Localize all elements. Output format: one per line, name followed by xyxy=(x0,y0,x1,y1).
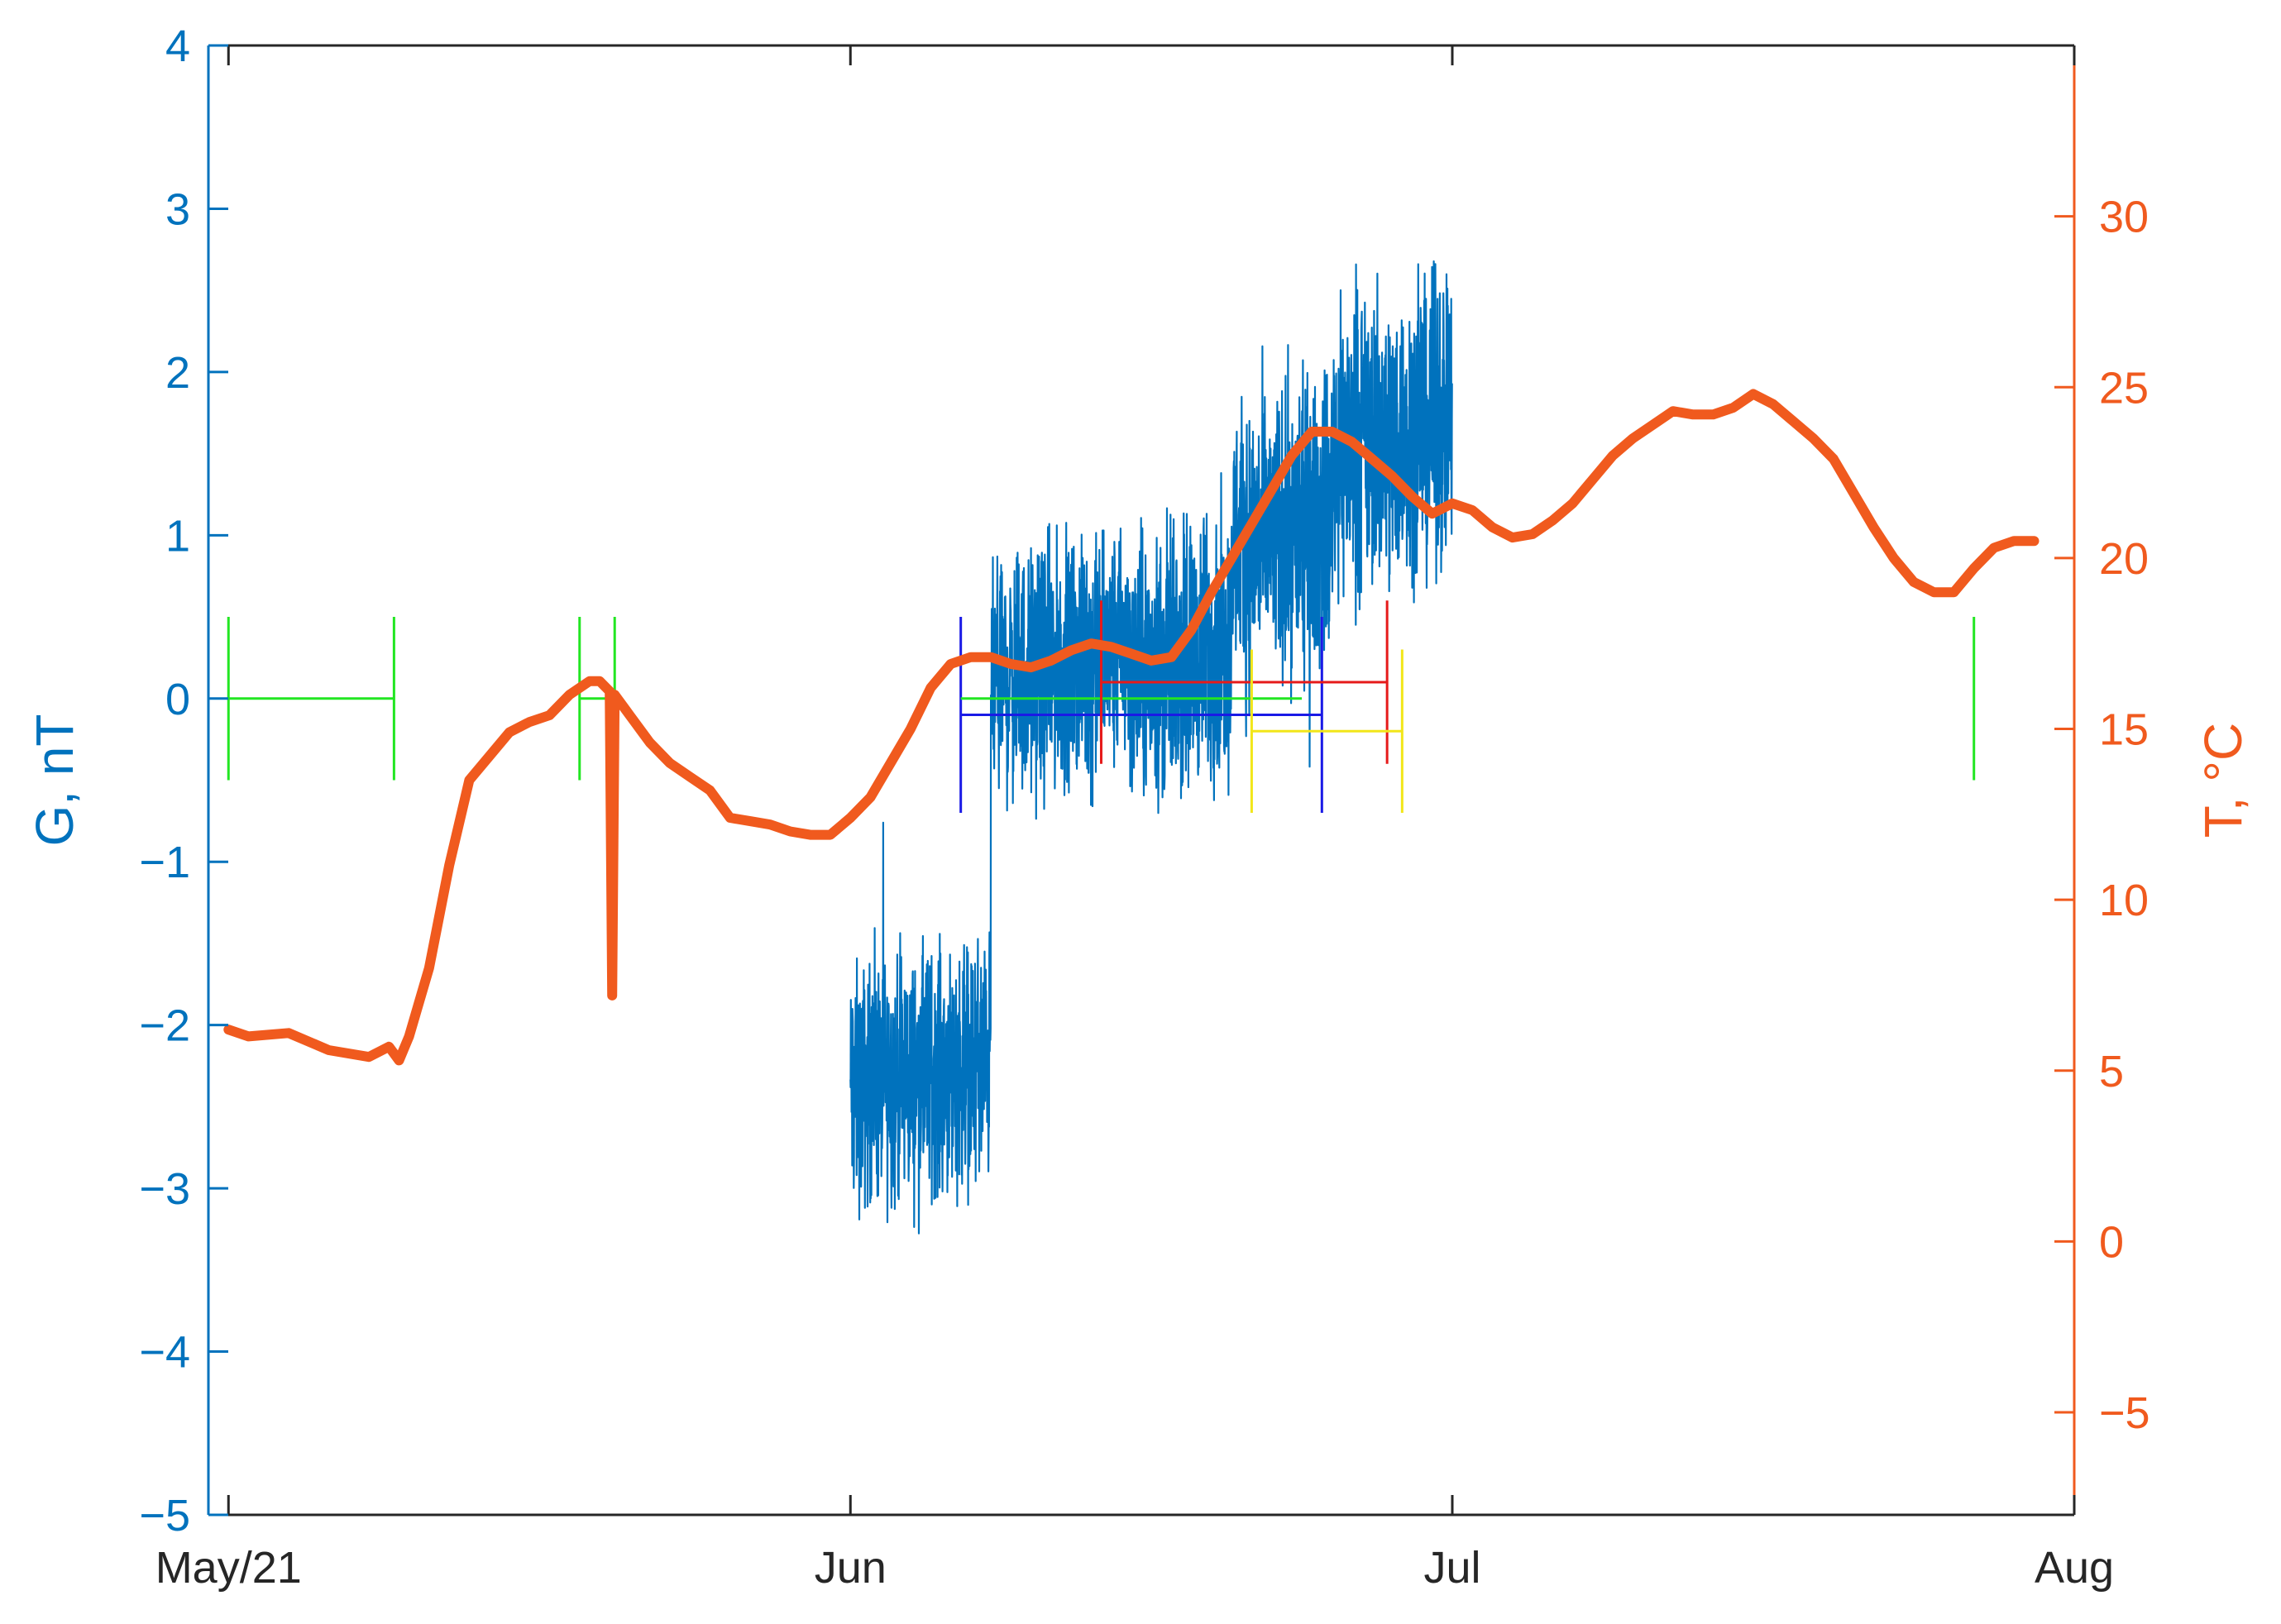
t-series-right xyxy=(223,389,2040,1066)
y-right-tick-label: 10 xyxy=(2099,876,2149,925)
x-tick-label: Jun xyxy=(815,1543,887,1593)
x-tick-label: Aug xyxy=(2035,1543,2114,1593)
y-left-tick-label: 3 xyxy=(165,184,190,234)
plot-area xyxy=(223,260,2040,1235)
y-left-tick-label: 1 xyxy=(165,511,190,561)
y-right-tick-label: 25 xyxy=(2099,363,2149,413)
y-left-tick-label: −1 xyxy=(139,838,190,887)
y-right-tick-label: 15 xyxy=(2099,705,2149,755)
x-tick-label: Jul xyxy=(1423,1543,1480,1593)
y-right-tick-label: −5 xyxy=(2099,1388,2150,1438)
y-left-tick-label: −4 xyxy=(139,1328,190,1378)
interval-markers xyxy=(227,600,1976,813)
g-noisy-line xyxy=(849,260,1453,1235)
y-right-tick-label: 5 xyxy=(2099,1047,2124,1096)
g-series-left xyxy=(849,260,1453,1235)
axes: May/21 Jun Jul Aug −5 −4 −3 −2 −1 0 1 2 3 4 −5 0 5 10 15 20… xyxy=(139,21,2149,1593)
t-line xyxy=(223,389,2040,1066)
y-right-tick-label: 0 xyxy=(2099,1217,2124,1267)
y-left-tick-label: 0 xyxy=(165,675,190,724)
y-left-tick-label: −2 xyxy=(139,1001,190,1051)
y-left-tick-label: −5 xyxy=(139,1491,190,1540)
y-left-tick-label: 2 xyxy=(165,348,190,398)
y-axis-right-title: T, °C xyxy=(2193,723,2253,838)
y-right-tick-label: 20 xyxy=(2099,534,2149,584)
y-axis-left-title: G, nT xyxy=(25,714,84,846)
x-tick-label: May/21 xyxy=(155,1543,302,1593)
y-left-tick-label: 4 xyxy=(165,21,190,71)
y-left-tick-label: −3 xyxy=(139,1164,190,1214)
y-right-tick-label: 30 xyxy=(2099,193,2149,242)
